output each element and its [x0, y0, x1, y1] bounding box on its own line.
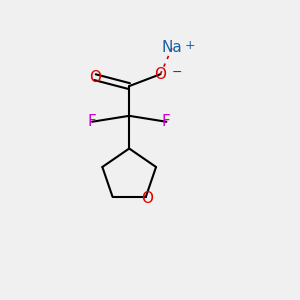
Text: O: O	[89, 70, 101, 85]
Text: O: O	[141, 191, 153, 206]
Text: +: +	[185, 39, 195, 52]
Text: Na: Na	[162, 40, 183, 55]
Text: O: O	[154, 67, 166, 82]
Text: F: F	[88, 114, 96, 129]
Text: F: F	[162, 114, 171, 129]
Text: −: −	[172, 66, 182, 79]
